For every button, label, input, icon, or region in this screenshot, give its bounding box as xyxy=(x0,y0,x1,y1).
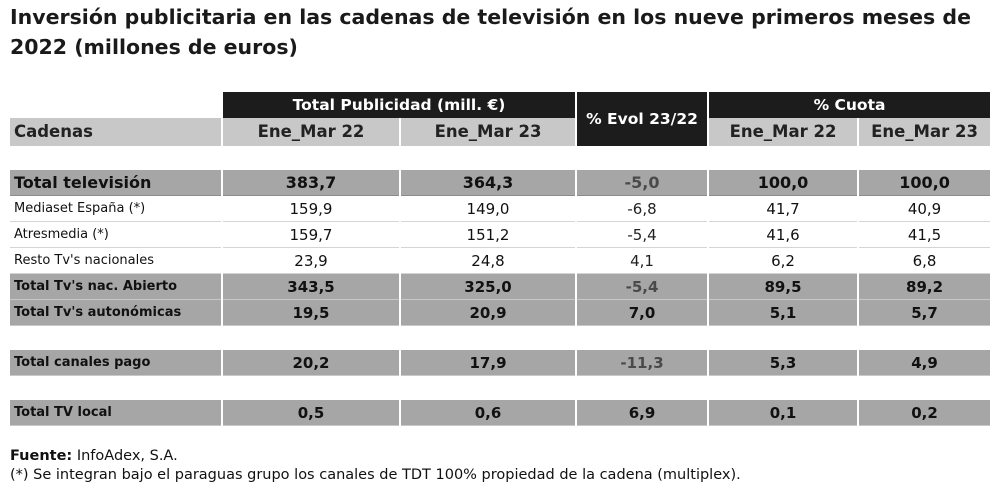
cell-tp-22: 159,9 xyxy=(222,195,401,222)
cell-tp-23: 364,3 xyxy=(400,170,578,196)
cell-tp-23: 325,0 xyxy=(400,273,578,300)
cell-cu-23: 100,0 xyxy=(858,170,991,196)
row-label: Total Tv's autonómicas xyxy=(10,299,223,326)
cell-evol: 7,0 xyxy=(576,299,710,326)
cell-tp-22: 383,7 xyxy=(222,170,401,196)
cell-tp-23: 0,6 xyxy=(400,400,578,426)
row-label: Total Tv's nac. Abierto xyxy=(10,273,223,300)
cell-cu-23: 6,8 xyxy=(858,247,991,274)
table-row-canales-pago: Total canales pago 20,2 17,9 -11,3 5,3 4… xyxy=(10,350,991,376)
cell-cu-22: 0,1 xyxy=(708,400,860,426)
row-label: Total TV local xyxy=(10,400,223,426)
cell-cu-22: 100,0 xyxy=(708,170,860,196)
row-label: Total canales pago xyxy=(10,350,223,376)
header-total-publicidad: Total Publicidad (mill. €) xyxy=(222,92,578,118)
cell-cu-22: 6,2 xyxy=(708,247,860,274)
table-row-nac-abierto: Total Tv's nac. Abierto 343,5 325,0 -5,4… xyxy=(10,273,991,300)
table-row-resto: Resto Tv's nacionales 23,9 24,8 4,1 6,2 … xyxy=(10,247,991,274)
table-row-total-television: Total televisión 383,7 364,3 -5,0 100,0 … xyxy=(10,170,991,196)
header-cuota: % Cuota xyxy=(708,92,991,118)
footer: Fuente: InfoAdex, S.A. (*) Se integran b… xyxy=(10,447,741,485)
row-label: Atresmedia (*) xyxy=(10,221,223,248)
table-row-tv-local: Total TV local 0,5 0,6 6,9 0,1 0,2 xyxy=(10,400,991,426)
cell-tp-22: 343,5 xyxy=(222,273,401,300)
cell-tp-23: 151,2 xyxy=(400,221,578,248)
cell-tp-23: 20,9 xyxy=(400,299,578,326)
cell-evol: -11,3 xyxy=(576,350,710,376)
cell-tp-22: 20,2 xyxy=(222,350,401,376)
spacer xyxy=(10,375,991,400)
header-tp-ene-mar-23: Ene_Mar 23 xyxy=(400,118,578,146)
cell-cu-23: 4,9 xyxy=(858,350,991,376)
cell-tp-23: 149,0 xyxy=(400,195,578,222)
cell-evol: -6,8 xyxy=(576,195,710,222)
table-row-autonomicas: Total Tv's autonómicas 19,5 20,9 7,0 5,1… xyxy=(10,299,991,326)
cell-evol: 6,9 xyxy=(576,400,710,426)
investment-table: Total Publicidad (mill. €) % Evol 23/22 … xyxy=(10,92,991,426)
page-title: Inversión publicitaria en las cadenas de… xyxy=(10,5,971,59)
table-row-mediaset: Mediaset España (*) 159,9 149,0 -6,8 41,… xyxy=(10,195,991,222)
cell-evol: -5,4 xyxy=(576,221,710,248)
header-cadenas: Cadenas xyxy=(10,118,223,146)
cell-cu-23: 89,2 xyxy=(858,273,991,300)
cell-evol: -5,4 xyxy=(576,273,710,300)
header-blank xyxy=(10,92,223,118)
row-label: Total televisión xyxy=(10,170,223,196)
cell-tp-22: 23,9 xyxy=(222,247,401,274)
table-row-atresmedia: Atresmedia (*) 159,7 151,2 -5,4 41,6 41,… xyxy=(10,221,991,248)
spacer xyxy=(10,325,991,350)
spacer xyxy=(10,146,991,170)
cell-tp-22: 0,5 xyxy=(222,400,401,426)
cell-cu-22: 5,1 xyxy=(708,299,860,326)
header-tp-ene-mar-22: Ene_Mar 22 xyxy=(222,118,401,146)
header-evol: % Evol 23/22 xyxy=(576,92,710,146)
header-cu-ene-mar-22: Ene_Mar 22 xyxy=(708,118,860,146)
source-line: Fuente: InfoAdex, S.A. xyxy=(10,447,741,466)
footnote: (*) Se integran bajo el paraguas grupo l… xyxy=(10,467,741,483)
cell-cu-22: 41,7 xyxy=(708,195,860,222)
row-label: Resto Tv's nacionales xyxy=(10,247,223,274)
cell-cu-23: 40,9 xyxy=(858,195,991,222)
header-cu-ene-mar-23: Ene_Mar 23 xyxy=(858,118,991,146)
cell-evol: -5,0 xyxy=(576,170,710,196)
cell-tp-23: 17,9 xyxy=(400,350,578,376)
row-label: Mediaset España (*) xyxy=(10,195,223,222)
cell-cu-22: 41,6 xyxy=(708,221,860,248)
source-value: InfoAdex, S.A. xyxy=(72,448,178,464)
source-label: Fuente: xyxy=(10,448,73,464)
cell-cu-23: 0,2 xyxy=(858,400,991,426)
cell-tp-22: 19,5 xyxy=(222,299,401,326)
cell-tp-23: 24,8 xyxy=(400,247,578,274)
cell-cu-23: 5,7 xyxy=(858,299,991,326)
cell-cu-22: 5,3 xyxy=(708,350,860,376)
cell-cu-23: 41,5 xyxy=(858,221,991,248)
cell-cu-22: 89,5 xyxy=(708,273,860,300)
cell-tp-22: 159,7 xyxy=(222,221,401,248)
cell-evol: 4,1 xyxy=(576,247,710,274)
